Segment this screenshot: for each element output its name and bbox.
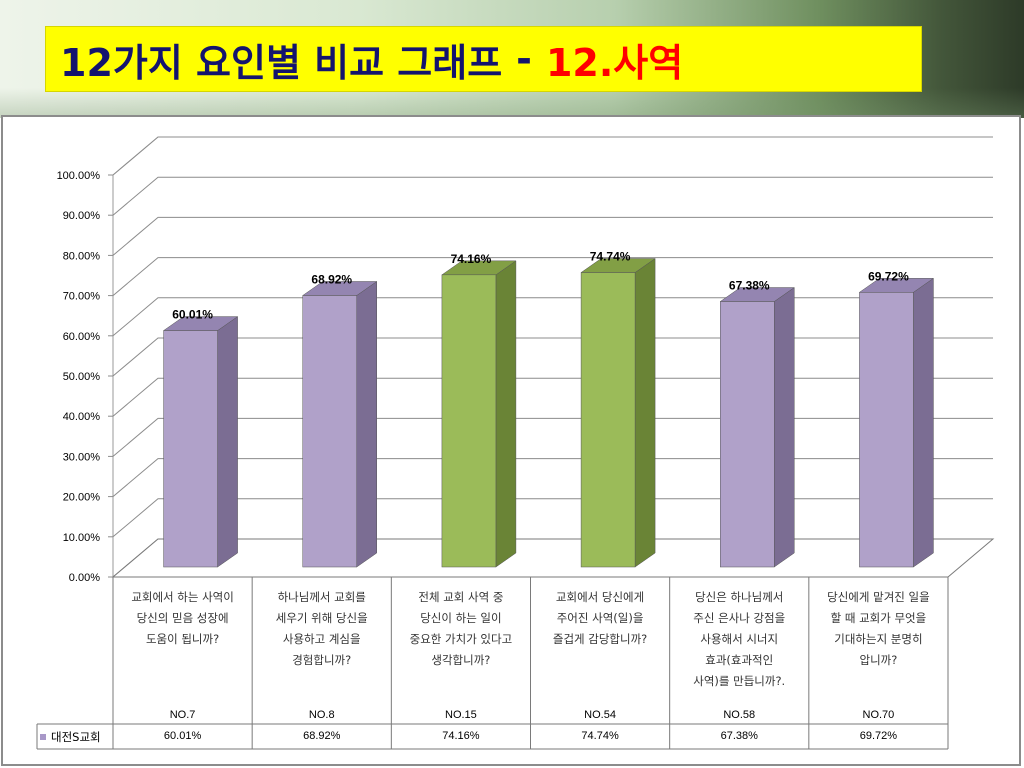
back-wall-top-edge xyxy=(112,136,993,176)
gridline xyxy=(112,458,993,497)
category-label: 당신에게 맡겨진 일을 할 때 교회가 무엇을 기대하는지 분명히 압니까? xyxy=(827,590,930,667)
category-label: 교회에서 당신에게 주어진 사역(일)을 즐겁게 감당합니까? xyxy=(552,590,648,646)
bar xyxy=(720,301,775,568)
table-value: 68.92% xyxy=(303,730,341,742)
y-tick-label: 70.00% xyxy=(63,291,101,303)
page-title: 12가지 요인별 비교 그래프 - 12.사역 xyxy=(45,26,922,92)
legend-label: 대전S교회 xyxy=(51,729,101,744)
bar-side xyxy=(634,258,656,568)
bar-side xyxy=(774,287,795,568)
category-label: 당신은 하나님께서 주신 은사나 강점을 사용해서 시너지 효과(효과적인 사역… xyxy=(693,590,786,688)
title-highlight: 12.사역 xyxy=(545,40,684,85)
data-label: 69.72% xyxy=(868,269,909,283)
table-value: 67.38% xyxy=(720,730,758,742)
gridline xyxy=(112,216,993,256)
data-label: 68.92% xyxy=(311,272,352,286)
gridline xyxy=(112,377,993,417)
data-label: 74.74% xyxy=(590,250,631,264)
legend-swatch xyxy=(40,733,46,740)
bar-side xyxy=(913,277,934,568)
title-main: 12가지 요인별 비교 그래프 xyxy=(60,40,503,85)
y-tick-label: 10.00% xyxy=(63,532,101,544)
question-number: NO.7 xyxy=(169,709,196,721)
category-label: 교회에서 하는 사역이 당신의 믿음 성장에 도움이 됩니까? xyxy=(131,590,234,646)
gridline xyxy=(112,417,993,457)
gridline xyxy=(112,297,993,337)
question-number: NO.58 xyxy=(723,709,756,721)
table-value: 69.72% xyxy=(859,730,898,742)
bar-side xyxy=(356,281,377,568)
y-tick-label: 90.00% xyxy=(63,210,101,222)
question-number: NO.70 xyxy=(862,709,895,721)
question-number: NO.15 xyxy=(445,709,477,721)
bar xyxy=(441,274,497,568)
y-tick-label: 100.00% xyxy=(57,170,101,182)
bar xyxy=(859,292,914,568)
y-tick-label: 80.00% xyxy=(63,250,101,262)
gridline xyxy=(112,136,993,176)
bar-side xyxy=(495,260,517,568)
category-label: 전체 교회 사역 중 당신이 하는 일이 중요한 가치가 있다고 생각합니까? xyxy=(409,590,513,667)
gridline xyxy=(112,498,993,538)
y-tick-label: 0.00% xyxy=(69,572,100,584)
table-value: 74.74% xyxy=(581,730,619,742)
legend-entry: 대전S교회 xyxy=(40,724,101,749)
question-number: NO.8 xyxy=(308,709,335,721)
gridline xyxy=(112,337,993,377)
table-value: 60.01% xyxy=(163,730,202,742)
data-label: 74.16% xyxy=(451,252,492,266)
bar xyxy=(163,330,218,568)
title-separator: - xyxy=(516,37,532,81)
y-tick-label: 30.00% xyxy=(63,451,101,463)
data-label: 60.01% xyxy=(172,308,213,322)
bar xyxy=(302,295,357,568)
bar xyxy=(580,272,636,568)
y-tick-label: 20.00% xyxy=(63,492,101,504)
y-tick-label: 60.00% xyxy=(63,331,101,343)
y-tick-label: 50.00% xyxy=(63,371,101,383)
category-label: 하나님께서 교회를 세우기 위해 당신을 사용하고 계심을 경험합니까? xyxy=(275,590,368,667)
y-tick-label: 40.00% xyxy=(63,411,101,423)
bar-side xyxy=(217,316,238,568)
question-number: NO.54 xyxy=(584,709,616,721)
gridline xyxy=(112,176,993,216)
table-value: 74.16% xyxy=(442,730,480,742)
gridline xyxy=(112,257,993,296)
data-label: 67.38% xyxy=(729,279,770,293)
